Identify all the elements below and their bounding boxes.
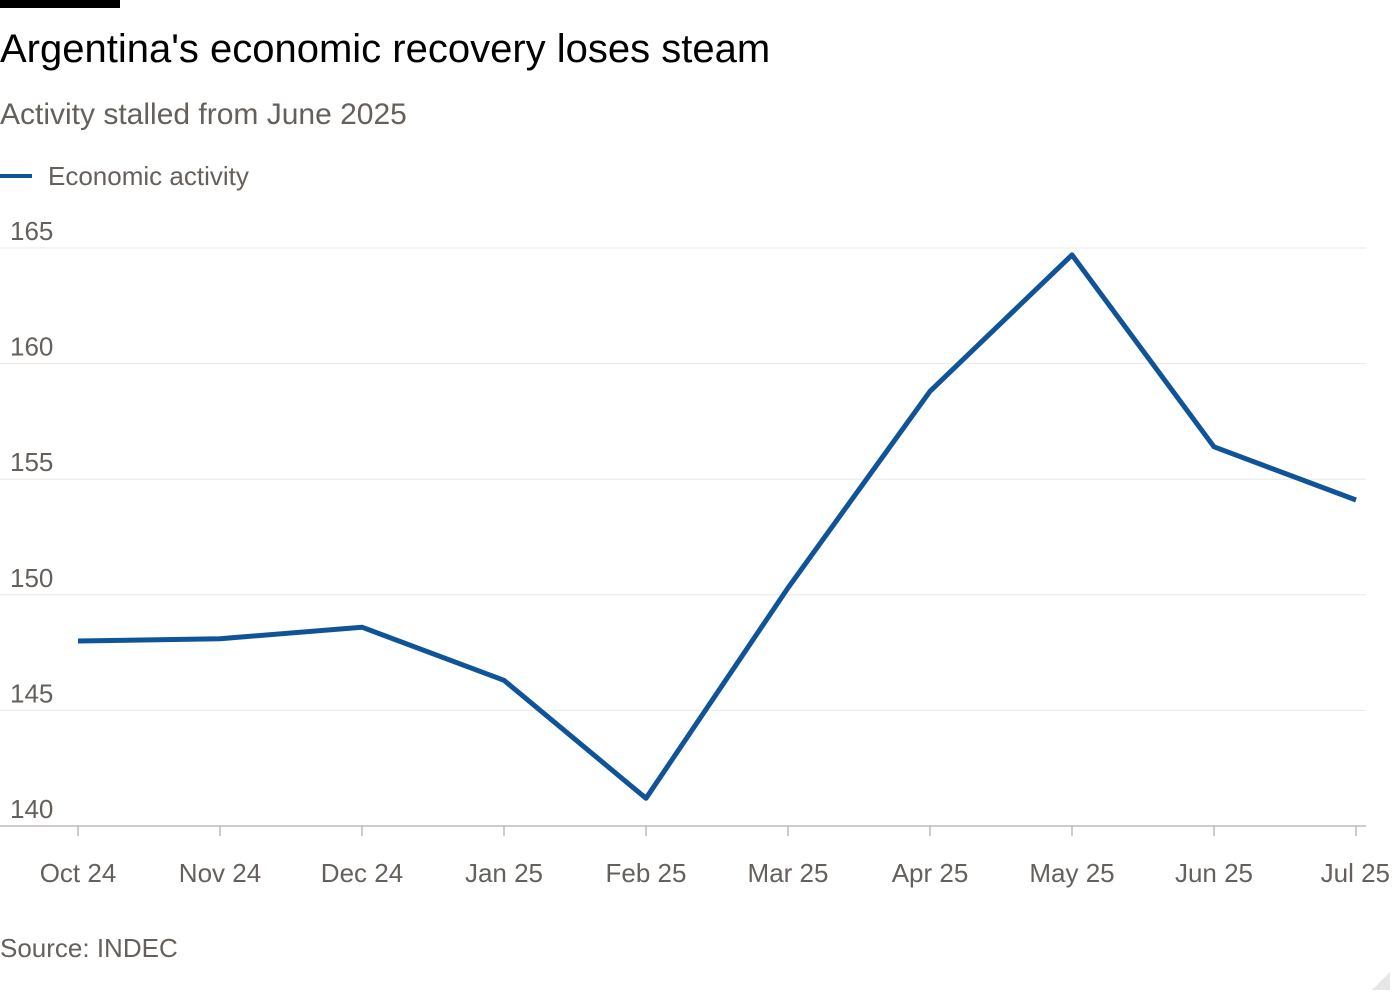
legend-swatch — [0, 174, 32, 178]
x-tick-label: Oct 24 — [40, 858, 117, 888]
y-tick-label: 165 — [10, 216, 53, 246]
series-line-economic-activity — [77, 252, 1357, 801]
x-tick-label: Apr 25 — [892, 858, 969, 888]
chart-subtitle: Activity stalled from June 2025 — [0, 98, 407, 131]
label-layer: 140 145 150 155 160 165 Oct 24 Nov 24 Dec 24 Jan … — [10, 216, 1390, 888]
x-tick-label: May 25 — [1029, 858, 1114, 888]
x-tick-label: Dec 24 — [321, 858, 403, 888]
x-tick-label: Jan 25 — [465, 858, 543, 888]
x-tick-label: Jun 25 — [1175, 858, 1253, 888]
series-layer — [77, 252, 1357, 801]
brand-top-bar — [0, 0, 120, 8]
resize-corner-icon — [1372, 972, 1390, 990]
source-note: Source: INDEC — [0, 933, 178, 963]
x-tick-label: Feb 25 — [606, 858, 687, 888]
x-tick-label: Jul 25 — [1321, 858, 1390, 888]
legend-label: Economic activity — [48, 160, 249, 191]
y-tick-label: 155 — [10, 447, 53, 477]
y-tick-label: 140 — [10, 794, 53, 824]
grid-layer — [0, 247, 1366, 711]
x-tick-label: Nov 24 — [179, 858, 261, 888]
axis-layer — [0, 825, 1366, 836]
y-tick-label: 145 — [10, 678, 53, 708]
legend: Economic activity — [0, 158, 249, 194]
x-tick-label: Mar 25 — [748, 858, 829, 888]
y-tick-label: 160 — [10, 332, 53, 362]
y-tick-label: 150 — [10, 563, 53, 593]
chart-title: Argentina's economic recovery loses stea… — [0, 27, 771, 71]
